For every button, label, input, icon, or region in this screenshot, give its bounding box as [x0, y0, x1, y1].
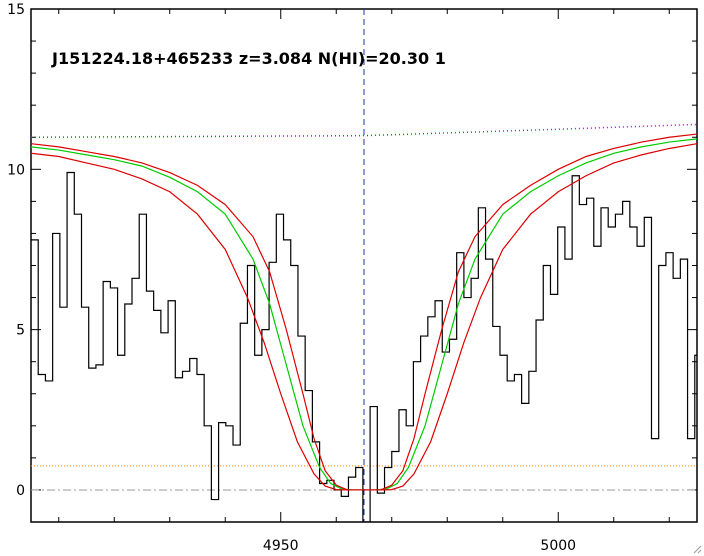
y-tick-label: 10: [7, 162, 25, 178]
resize-grip-icon[interactable]: [690, 542, 702, 554]
data-layer: [31, 9, 697, 522]
axes: 0 5 10 15 4950 5000: [7, 2, 698, 554]
model-profile-2: [31, 143, 697, 491]
x-tick-label: 4950: [263, 538, 299, 554]
flux-histogram: [31, 171, 697, 522]
y-tick-label: 0: [16, 483, 25, 499]
x-tick-label: 5000: [540, 538, 576, 554]
plot-frame: [30, 8, 698, 523]
continuum-line: [31, 123, 697, 138]
y-tick-label: 15: [7, 2, 25, 18]
chart-title: J151224.18+465233 z=3.084 N(HI)=20.30 1: [51, 49, 446, 68]
y-tick-label: 5: [16, 323, 25, 339]
